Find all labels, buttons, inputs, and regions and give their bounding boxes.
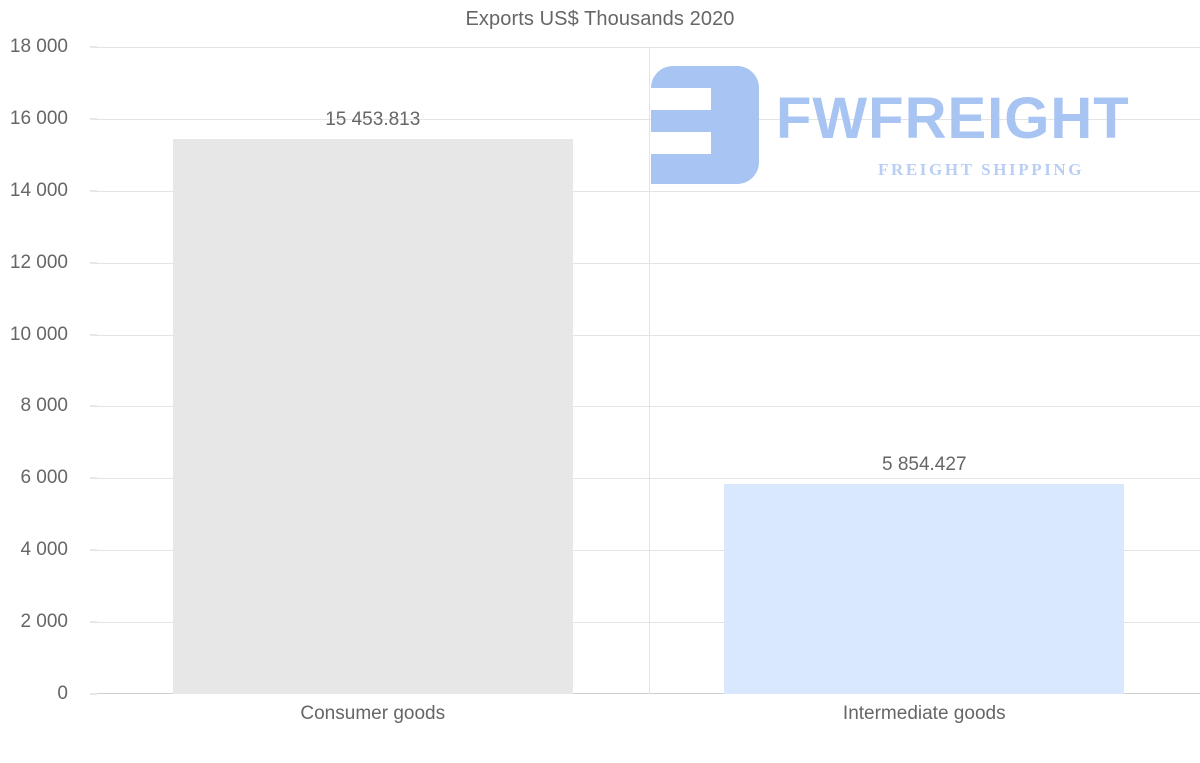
y-axis-tick-label: 4 000: [20, 539, 68, 561]
bar[interactable]: [172, 138, 573, 694]
y-axis-tick-mark: [90, 477, 97, 479]
y-axis-tick-mark: [90, 334, 97, 336]
y-axis-tick-label: 16 000: [9, 107, 68, 129]
y-axis-tick-mark: [90, 405, 97, 407]
y-axis-tick-mark: [90, 621, 97, 623]
y-axis: 0 2 000 4 000 6 000 8 000 10 000 12 000 14 000 1…: [0, 36, 97, 704]
y-axis-tick-mark: [90, 549, 97, 551]
y-axis-tick-label: 2 000: [20, 611, 68, 633]
gridline-vertical: [648, 47, 650, 694]
y-axis-tick-mark: [90, 46, 97, 48]
y-axis-tick-label: 12 000: [9, 251, 68, 273]
x-axis-tick-label: Intermediate goods: [842, 703, 1006, 724]
y-axis-tick-label: 10 000: [9, 323, 68, 345]
y-axis-tick-label: 18 000: [9, 36, 68, 57]
y-axis-tick-mark: [90, 118, 97, 120]
plot-area: 15 453.813 5 854.427: [97, 47, 1200, 694]
y-axis-tick-label: 8 000: [20, 395, 68, 417]
y-axis-tick-mark: [90, 262, 97, 264]
y-axis-tick-mark: [90, 693, 97, 695]
y-axis-tick-label: 14 000: [9, 179, 68, 201]
y-axis-tick-mark: [90, 190, 97, 192]
bar-value-label: 5 854.427: [881, 453, 967, 475]
bar-value-label: 15 453.813: [325, 108, 421, 130]
x-axis: Consumer goods Intermediate goods: [97, 703, 1200, 743]
bar[interactable]: [724, 483, 1125, 694]
x-axis-tick-label: Consumer goods: [300, 703, 446, 724]
y-axis-tick-label: 0: [57, 683, 68, 704]
chart-title: Exports US$ Thousands 2020: [465, 8, 735, 30]
y-axis-tick-label: 6 000: [20, 467, 68, 489]
